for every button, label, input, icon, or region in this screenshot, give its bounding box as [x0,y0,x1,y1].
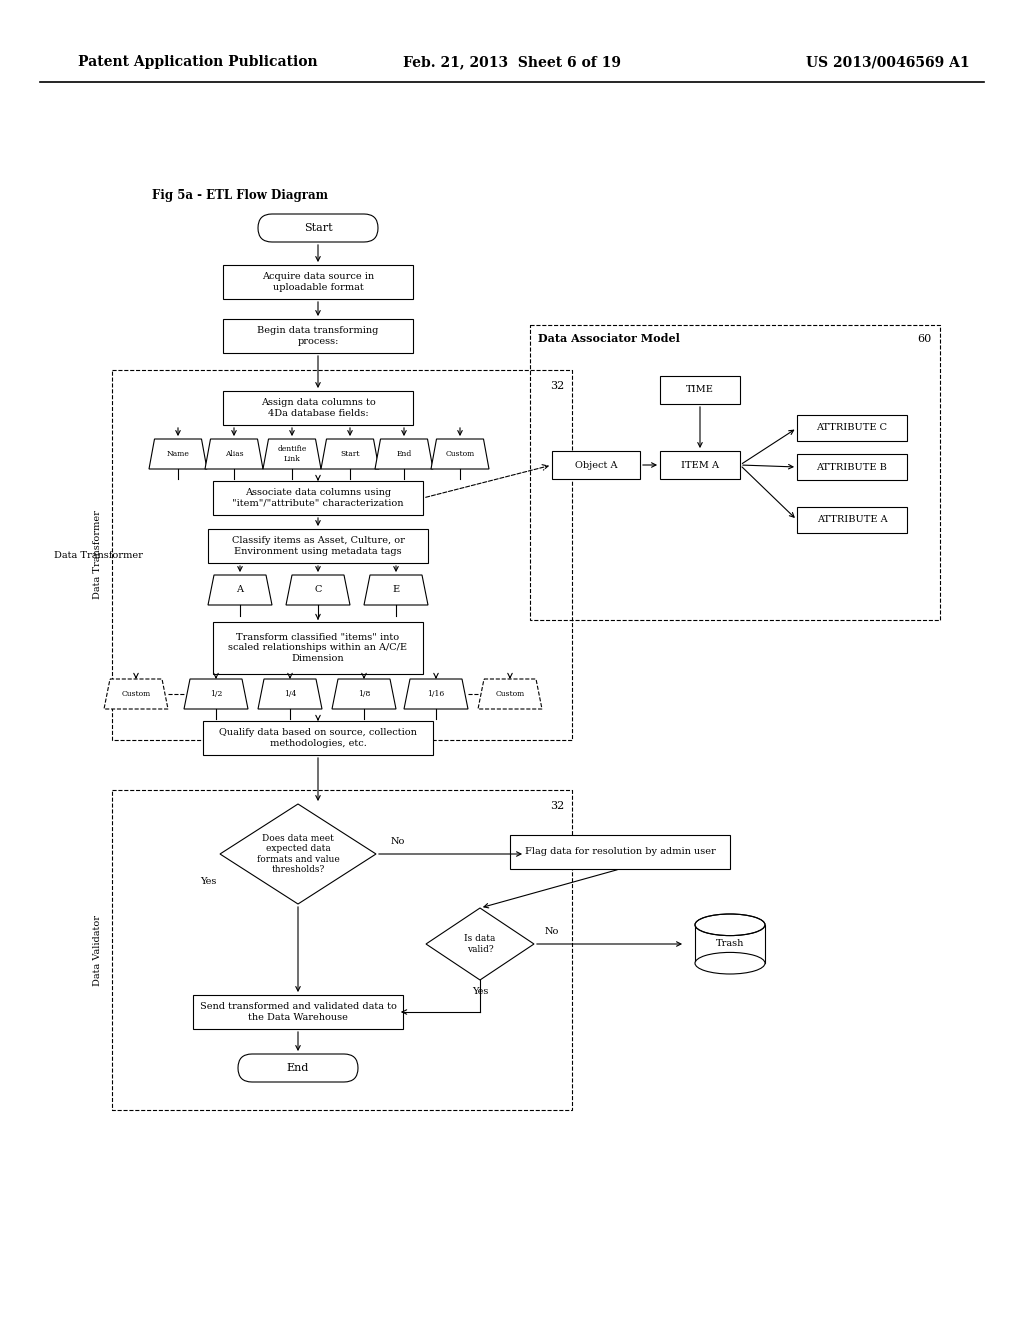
Ellipse shape [695,913,765,936]
Text: 1/2: 1/2 [210,690,222,698]
Bar [213,480,423,515]
Bar [223,391,413,425]
Bar [660,376,740,404]
Text: No: No [391,837,406,846]
Text: 60: 60 [918,334,932,345]
Text: dentifie
Link: dentifie Link [278,445,306,462]
Bar [695,925,765,964]
Polygon shape [404,678,468,709]
Text: Object A: Object A [574,461,617,470]
Bar [797,414,907,441]
Text: End: End [287,1063,309,1073]
Text: 1/16: 1/16 [427,690,444,698]
Polygon shape [286,576,350,605]
Polygon shape [426,908,534,979]
Text: Classify items as Asset, Culture, or
Environment using metadata tags: Classify items as Asset, Culture, or Env… [231,536,404,556]
Text: Custom: Custom [445,450,475,458]
Bar [213,622,423,675]
Text: C: C [314,586,322,594]
Bar [208,529,428,564]
Text: 32: 32 [550,381,564,391]
Text: 1/8: 1/8 [357,690,371,698]
Bar [797,507,907,533]
Text: Acquire data source in
uploadable format: Acquire data source in uploadable format [262,272,374,292]
Polygon shape [184,678,248,709]
FancyBboxPatch shape [258,214,378,242]
Polygon shape [220,804,376,904]
Text: ATTRIBUTE B: ATTRIBUTE B [816,462,888,471]
Polygon shape [263,440,321,469]
Text: Assign data columns to
4Da database fields:: Assign data columns to 4Da database fiel… [261,399,376,417]
Text: No: No [545,928,559,936]
Text: Is data
valid?: Is data valid? [464,935,496,953]
Bar [552,451,640,479]
Text: Data Associator Model: Data Associator Model [538,334,680,345]
Text: End: End [396,450,412,458]
Text: Transform classified "items" into
scaled relationships within an A/C/E
Dimension: Transform classified "items" into scaled… [228,634,408,663]
Text: ITEM A: ITEM A [681,461,719,470]
Text: Data Validator: Data Validator [93,915,102,986]
Bar [510,836,730,869]
Bar [112,789,572,1110]
Text: Start: Start [304,223,333,234]
Bar [797,454,907,480]
Text: Qualify data based on source, collection
methodologies, etc.: Qualify data based on source, collection… [219,729,417,747]
Polygon shape [104,678,168,709]
Bar [193,995,403,1030]
Polygon shape [375,440,433,469]
Polygon shape [258,678,322,709]
Polygon shape [205,440,263,469]
Text: US 2013/0046569 A1: US 2013/0046569 A1 [806,55,970,69]
Text: TIME: TIME [686,385,714,395]
Text: Yes: Yes [200,878,216,887]
Ellipse shape [695,953,765,974]
Text: Fig 5a - ETL Flow Diagram: Fig 5a - ETL Flow Diagram [152,189,328,202]
Text: A: A [237,586,244,594]
Text: Alias: Alias [224,450,244,458]
Bar [112,370,572,741]
Text: Custom: Custom [496,690,524,698]
Bar [203,721,433,755]
Text: Associate data columns using
"item"/"attribute" characterization: Associate data columns using "item"/"att… [232,488,403,508]
Text: E: E [392,586,399,594]
Polygon shape [478,678,542,709]
Text: Yes: Yes [472,987,488,997]
Text: Data Transformer: Data Transformer [93,511,102,599]
Text: 32: 32 [550,801,564,810]
Text: ATTRIBUTE A: ATTRIBUTE A [817,516,888,524]
Text: Feb. 21, 2013  Sheet 6 of 19: Feb. 21, 2013 Sheet 6 of 19 [403,55,621,69]
Text: Begin data transforming
process:: Begin data transforming process: [257,326,379,346]
Bar [660,451,740,479]
Text: ATTRIBUTE C: ATTRIBUTE C [816,424,888,433]
Polygon shape [364,576,428,605]
Bar [223,265,413,300]
Text: Data Transformer: Data Transformer [53,550,142,560]
Text: Send transformed and validated data to
the Data Warehouse: Send transformed and validated data to t… [200,1002,396,1022]
Text: Does data meet
expected data
formats and value
thresholds?: Does data meet expected data formats and… [257,834,339,874]
Bar [223,319,413,352]
Text: Patent Application Publication: Patent Application Publication [78,55,317,69]
Text: Custom: Custom [122,690,151,698]
Polygon shape [431,440,489,469]
Text: 1/4: 1/4 [284,690,296,698]
Text: Start: Start [340,450,359,458]
Polygon shape [332,678,396,709]
FancyBboxPatch shape [238,1053,358,1082]
Polygon shape [321,440,379,469]
Bar [530,325,940,620]
Text: Flag data for resolution by admin user: Flag data for resolution by admin user [524,847,716,857]
Text: Trash: Trash [716,940,744,949]
Polygon shape [208,576,272,605]
Polygon shape [150,440,207,469]
Text: Name: Name [167,450,189,458]
